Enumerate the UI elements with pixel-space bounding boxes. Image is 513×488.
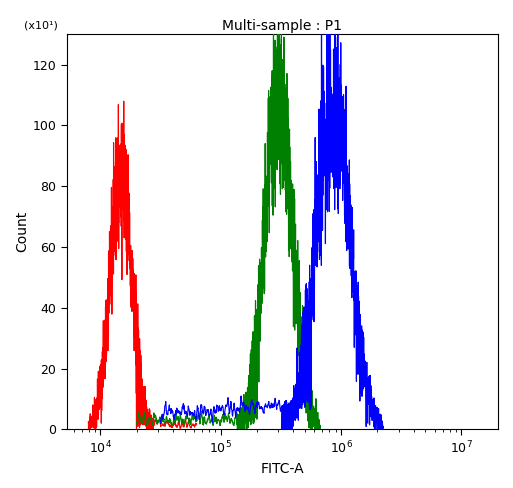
- Title: Multi-sample : P1: Multi-sample : P1: [222, 19, 342, 33]
- Text: (x10¹): (x10¹): [24, 20, 57, 30]
- Y-axis label: Count: Count: [15, 211, 30, 252]
- X-axis label: FITC-A: FITC-A: [260, 462, 304, 476]
